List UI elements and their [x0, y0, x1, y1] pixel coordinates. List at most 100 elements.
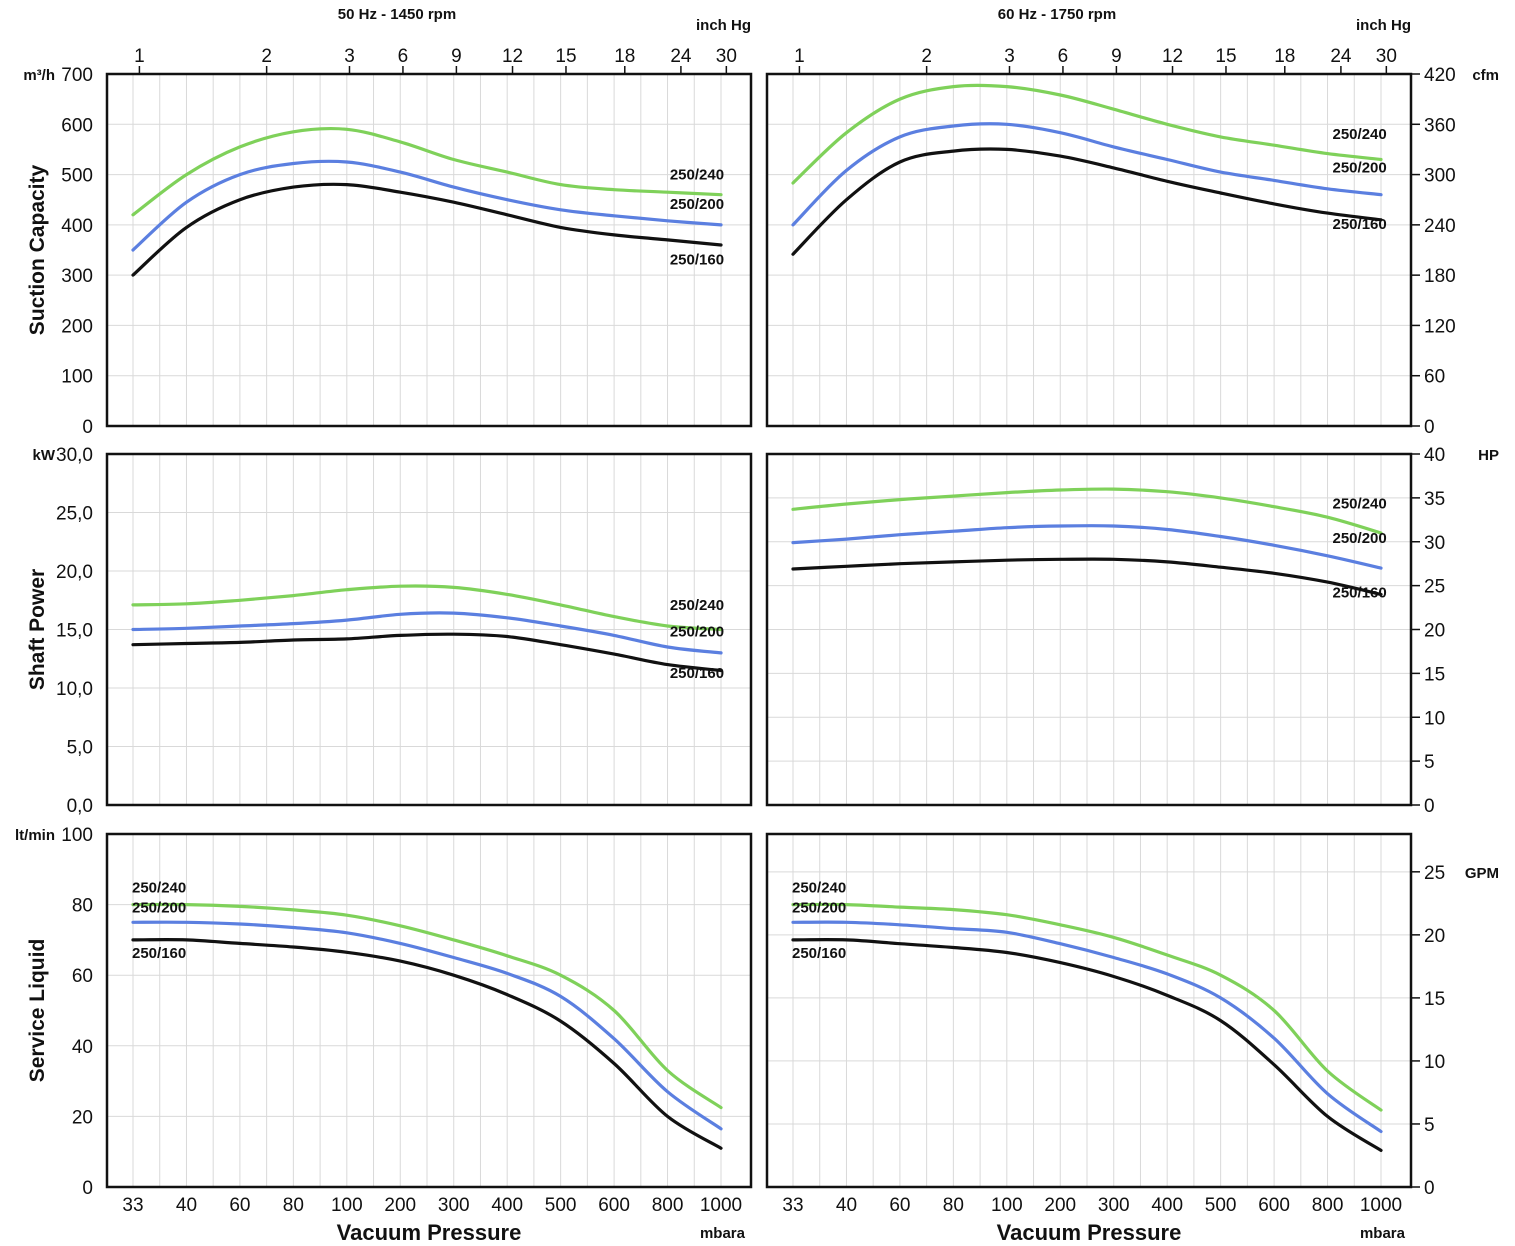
y-unit-liquid-60: GPM — [1465, 865, 1499, 882]
x-tick-label-1-7: 400 — [1151, 1195, 1183, 1216]
inch-hg-tick-0-6: 15 — [555, 46, 576, 67]
series-line-liquid-60-250-200 — [791, 920, 1383, 1134]
y-tick-label-liquid-60-4: 20 — [1424, 926, 1445, 947]
series-line-suction-60-250-160 — [791, 147, 1383, 256]
x-tick-label-0-7: 400 — [491, 1195, 523, 1216]
y-tick-label-suction-50-5: 500 — [61, 166, 93, 187]
y-tick-label-power-60-4: 20 — [1424, 621, 1445, 642]
panel-frame-suction-60 — [765, 72, 1413, 428]
y-tick-label-power-60-3: 15 — [1424, 664, 1445, 685]
series-line-liquid-50-250-200 — [131, 920, 723, 1131]
inch-hg-unit-1: inch Hg — [1356, 17, 1411, 34]
y-tick-label-suction-60-3: 180 — [1424, 266, 1456, 287]
y-tick-label-liquid-60-0: 0 — [1424, 1178, 1435, 1199]
series-label-power-50-250-160: 250/160 — [670, 665, 724, 682]
series-label-power-50-250-200: 250/200 — [670, 623, 724, 640]
series-line-suction-50-250-200 — [131, 159, 723, 252]
series-line-liquid-50-250-160 — [131, 938, 723, 1150]
x-tick-label-1-1: 40 — [836, 1195, 857, 1216]
x-tick-label-0-1: 40 — [176, 1195, 197, 1216]
y-tick-label-liquid-60-5: 25 — [1424, 863, 1445, 884]
y-axis-label-suction-50: Suction Capacity — [26, 164, 49, 335]
inch-hg-tick-1-7: 18 — [1274, 46, 1295, 67]
series-label-power-60-250-240: 250/240 — [1333, 496, 1387, 513]
x-tick-label-0-5: 200 — [384, 1195, 416, 1216]
y-tick-label-power-50-3: 15,0 — [56, 621, 93, 642]
inch-hg-tick-1-3: 6 — [1058, 46, 1069, 67]
x-unit-label-1: mbara — [1360, 1225, 1406, 1242]
series-label-suction-60-250-160: 250/160 — [1333, 216, 1387, 233]
y-tick-label-liquid-50-3: 60 — [72, 966, 93, 987]
panel-frame-suction-50 — [105, 72, 753, 428]
series-label-liquid-50-250-200: 250/200 — [132, 899, 186, 916]
y-tick-label-power-60-6: 30 — [1424, 533, 1445, 554]
y-unit-liquid-50: lt/min — [15, 827, 55, 844]
x-tick-label-1-2: 60 — [889, 1195, 910, 1216]
series-label-liquid-60-250-200: 250/200 — [792, 899, 846, 916]
x-tick-label-1-8: 500 — [1205, 1195, 1237, 1216]
panel-frame-liquid-60 — [765, 832, 1413, 1189]
series-line-power-50-250-200 — [131, 611, 723, 655]
y-tick-label-power-50-1: 5,0 — [67, 738, 93, 759]
y-tick-label-liquid-60-1: 5 — [1424, 1115, 1435, 1136]
series-label-liquid-60-250-240: 250/240 — [792, 880, 846, 897]
y-tick-label-liquid-60-2: 10 — [1424, 1052, 1445, 1073]
y-unit-power-50: kW — [33, 447, 56, 464]
series-line-suction-60-250-200 — [791, 122, 1383, 227]
series-label-power-50-250-240: 250/240 — [670, 597, 724, 614]
series-line-power-50-250-240 — [131, 584, 723, 632]
y-tick-label-power-50-5: 25,0 — [56, 504, 93, 525]
inch-hg-tick-1-2: 3 — [1004, 46, 1015, 67]
series-line-power-60-250-200 — [791, 524, 1383, 570]
y-tick-label-suction-50-1: 100 — [61, 367, 93, 388]
y-tick-label-liquid-60-3: 15 — [1424, 989, 1445, 1010]
panel-frame-power-60 — [765, 452, 1413, 807]
series-line-power-50-250-160 — [131, 632, 723, 673]
y-tick-label-suction-50-0: 0 — [82, 417, 93, 438]
y-tick-label-liquid-50-0: 0 — [82, 1178, 93, 1199]
inch-hg-tick-1-5: 12 — [1162, 46, 1183, 67]
y-unit-suction-50: m³/h — [23, 67, 55, 84]
series-line-suction-50-250-240 — [131, 126, 723, 217]
x-tick-label-0-8: 500 — [545, 1195, 577, 1216]
y-unit-power-60: HP — [1478, 447, 1499, 464]
x-tick-label-0-9: 600 — [598, 1195, 630, 1216]
inch-hg-tick-0-4: 9 — [451, 46, 462, 67]
y-tick-label-liquid-50-2: 40 — [72, 1037, 93, 1058]
x-tick-label-1-5: 200 — [1044, 1195, 1076, 1216]
y-tick-label-suction-60-5: 300 — [1424, 166, 1456, 187]
series-label-power-60-250-200: 250/200 — [1333, 530, 1387, 547]
series-label-power-60-250-160: 250/160 — [1333, 584, 1387, 601]
x-axis-label-1: Vacuum Pressure — [997, 1220, 1182, 1245]
y-tick-label-power-50-0: 0,0 — [67, 796, 93, 817]
y-tick-label-suction-60-2: 120 — [1424, 316, 1456, 337]
x-tick-label-1-11: 1000 — [1360, 1195, 1402, 1216]
series-line-power-60-250-160 — [791, 557, 1383, 596]
y-tick-label-suction-50-6: 600 — [61, 115, 93, 136]
series-label-liquid-50-250-160: 250/160 — [132, 945, 186, 962]
inch-hg-tick-1-6: 15 — [1215, 46, 1236, 67]
inch-hg-tick-0-5: 12 — [502, 46, 523, 67]
x-tick-label-0-11: 1000 — [700, 1195, 742, 1216]
x-tick-label-0-10: 800 — [652, 1195, 684, 1216]
grid-layer — [107, 73, 1411, 1188]
series-label-suction-50-250-160: 250/160 — [670, 252, 724, 269]
y-tick-label-power-60-0: 0 — [1424, 796, 1435, 817]
inch-hg-tick-0-7: 18 — [614, 46, 635, 67]
x-tick-label-0-2: 60 — [229, 1195, 250, 1216]
series-label-suction-50-250-240: 250/240 — [670, 167, 724, 184]
series-line-suction-60-250-240 — [791, 83, 1383, 185]
panel-frame-power-50 — [105, 452, 753, 807]
x-tick-label-1-0: 33 — [782, 1195, 803, 1216]
x-tick-label-0-3: 80 — [283, 1195, 304, 1216]
inch-hg-tick-1-4: 9 — [1111, 46, 1122, 67]
y-tick-label-suction-60-7: 420 — [1424, 65, 1456, 86]
y-tick-label-power-50-2: 10,0 — [56, 679, 93, 700]
series-line-liquid-60-250-160 — [791, 938, 1383, 1152]
x-tick-label-1-10: 800 — [1312, 1195, 1344, 1216]
y-axis-label-power-50: Shaft Power — [26, 569, 49, 690]
x-tick-label-0-0: 33 — [122, 1195, 143, 1216]
series-line-liquid-50-250-240 — [131, 902, 723, 1110]
y-tick-label-suction-50-7: 700 — [61, 65, 93, 86]
